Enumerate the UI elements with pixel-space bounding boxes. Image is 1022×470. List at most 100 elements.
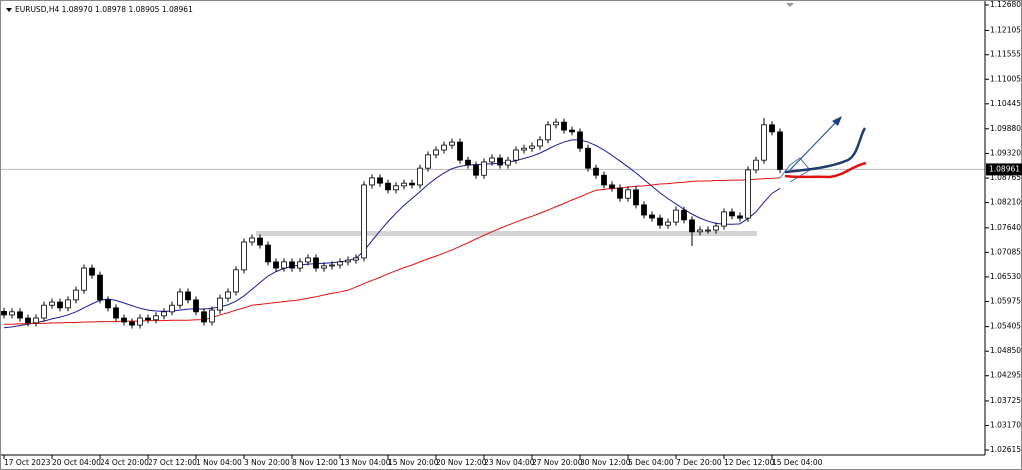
candle-body [257,237,263,246]
candle-body [385,182,391,191]
candle-body [769,124,775,133]
candle-body [193,299,199,313]
candle-body [153,315,159,321]
y-tick-label: 1.08765 [990,173,1021,182]
candle-body [481,161,487,176]
candle-body [585,147,591,169]
candle-body [409,182,415,186]
candle-body [329,264,335,267]
candle-body [185,291,191,301]
candle-body [313,257,319,269]
header-arrow [6,8,12,12]
candle-body [777,131,783,170]
candle-body [641,204,647,216]
candle-body [89,267,95,276]
candle-body [617,187,623,199]
candle-body [105,299,111,309]
x-tick-label: 15 Nov 20:00 [388,458,439,467]
x-tick-label: 3 Nov 20:00 [244,458,290,467]
candle-body [41,304,47,319]
candle-body [689,219,695,233]
x-tick-label: 24 Oct 20:00 [100,458,149,467]
candle-body [369,177,375,186]
candle-body [361,184,367,259]
candle-body [65,299,71,309]
candle-body [433,149,439,156]
candle-body [633,189,639,206]
candle-body [241,241,247,271]
y-tick-label: 1.07640 [990,223,1021,232]
arrow-head [832,116,842,126]
y-tick-label: 1.10445 [990,99,1021,108]
candle-body [169,304,175,313]
candle-body [657,217,663,226]
candle-body [449,141,455,146]
candle-body [705,229,711,232]
candle-body [337,261,343,266]
y-tick-label: 1.08210 [990,198,1021,207]
y-tick-label: 1.11555 [990,50,1021,59]
y-tick-label: 1.03170 [990,420,1021,429]
y-tick-label: 1.09880 [990,124,1021,133]
candle-body [537,139,543,147]
candle-body [393,185,399,191]
x-tick-label: 15 Dec 04:00 [772,458,823,467]
candle-body [521,147,527,151]
x-tick-label: 1 Nov 04:00 [196,458,242,467]
candle-body [553,121,559,126]
y-tick-label: 1.05405 [990,322,1021,331]
candle-body [177,291,183,306]
candle-body [761,124,767,161]
candle-body [145,317,151,321]
scroll-marker [786,3,794,7]
candle-body [601,174,607,186]
candle-body [129,321,135,326]
candle-body [321,265,327,269]
candle-body [745,169,751,219]
candle-body [673,209,679,223]
candle-body [249,237,255,243]
candle-body [73,289,79,301]
candle-body [425,154,431,169]
y-tick-label: 1.09320 [990,149,1021,158]
y-tick-label: 1.03725 [990,396,1021,405]
candle-body [473,164,479,176]
candle-body [209,309,215,323]
candle-body [577,131,583,149]
candle-body [497,157,503,166]
candle-body [721,211,727,227]
candle-body [57,301,63,309]
support-zone [256,231,757,236]
candle-body [729,211,735,217]
moving-average [4,177,781,325]
candle-body [457,141,463,161]
candle-body [345,259,351,263]
candle-body [489,157,495,163]
candle-body [265,244,271,263]
projection-zigzag [779,157,811,183]
candle-body [137,317,143,326]
x-tick-label: 8 Nov 12:00 [292,458,338,467]
candle-body [305,257,311,263]
candle-body [697,229,703,233]
candle-body [25,317,31,324]
candle-body [225,291,231,299]
candle-body [273,261,279,269]
candle-body [441,144,447,151]
y-tick-label: 1.07085 [990,247,1021,256]
x-tick-label: 5 Dec 04:00 [628,458,674,467]
candle-body [1,310,7,316]
y-tick-label: 1.11005 [990,74,1021,83]
candle-body [233,269,239,293]
projection-arrow [789,119,839,171]
candle-body [529,145,535,149]
x-tick-label: 7 Dec 20:00 [676,458,722,467]
projection-ma [784,161,867,179]
x-tick-label: 30 Nov 12:00 [580,458,631,467]
candle-body [49,301,55,306]
y-tick-label: 1.04295 [990,371,1021,380]
chart-title: EURUSD,H4 1.08970 1.08978 1.08905 1.0896… [15,5,193,14]
y-tick-label: 1.12105 [990,25,1021,34]
y-tick-label: 1.06530 [990,272,1021,281]
